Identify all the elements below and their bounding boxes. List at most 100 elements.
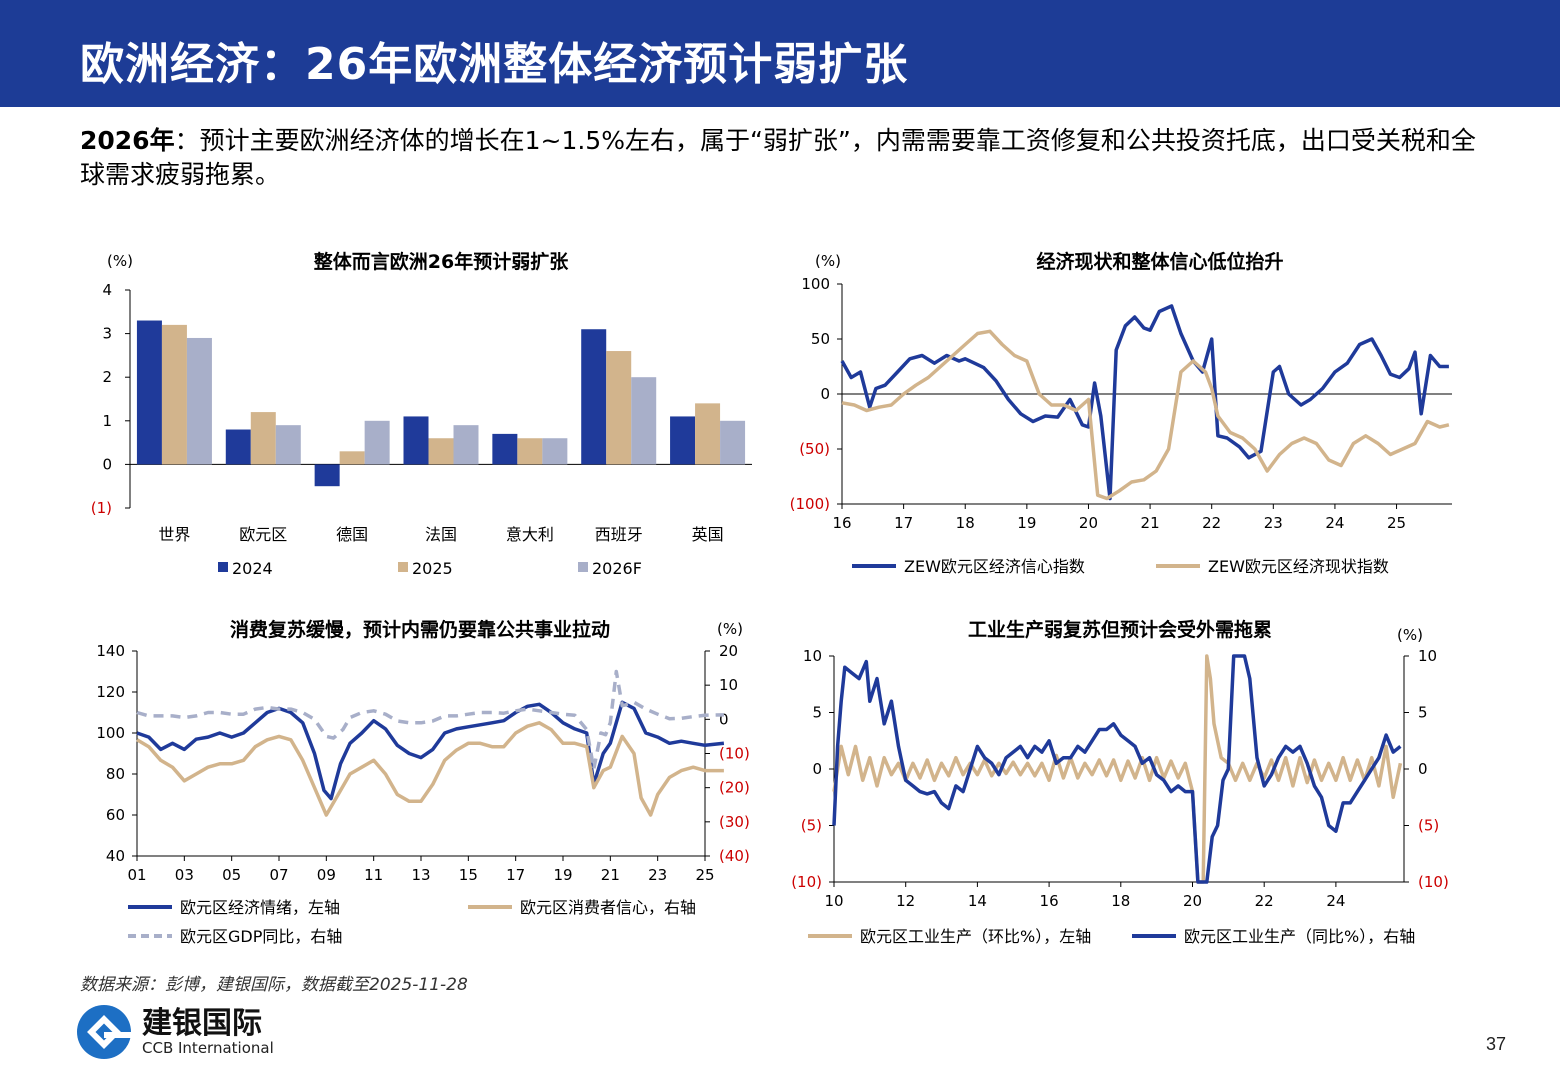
x-tick-label: 21: [1141, 514, 1160, 532]
x-tick-label: 20: [1183, 892, 1202, 910]
chart-title: 经济现状和整体信心低位抬升: [1036, 250, 1283, 273]
x-tick-label: 12: [896, 892, 915, 910]
y-tick-label: 40: [106, 847, 125, 865]
bar: [492, 433, 518, 465]
series-line: [840, 304, 1449, 501]
intro-bold: 2026年: [80, 126, 175, 155]
legend-label: 欧元区经济情绪，左轴: [180, 898, 340, 917]
x-tick-label: 05: [222, 866, 241, 884]
series-line: [832, 654, 1403, 884]
page-title: 欧洲经济：26年欧洲整体经济预计弱扩张: [80, 39, 909, 90]
bar: [453, 425, 479, 465]
zew-line-chart: 经济现状和整体信心低位抬升 (%) (100) (50) 0 50 100 16 17 18 19 2…: [790, 250, 1452, 576]
y-tick-label-right: 0: [1418, 760, 1428, 778]
chart-title: 消费复苏缓慢，预计内需仍要靠公共事业拉动: [230, 618, 610, 641]
y-tick-label: 0: [102, 455, 112, 473]
x-tick-label: 18: [1111, 892, 1130, 910]
x-tick-label: 01: [127, 866, 146, 884]
chart-title: 整体而言欧洲26年预计弱扩张: [314, 250, 569, 273]
bar: [136, 320, 162, 465]
y-tick-label-right: (10): [719, 745, 750, 763]
y-tick-label: 1: [102, 412, 112, 430]
x-tick-label: 22: [1255, 892, 1274, 910]
x-tick-label: 24: [1325, 514, 1344, 532]
bar: [403, 416, 429, 465]
ccb-international-logo: 建银国际 CCB International: [77, 1005, 274, 1059]
chart-title: 工业生产弱复苏但预计会受外需拖累: [968, 618, 1272, 641]
legend-label: ZEW欧元区经济现状指数: [1208, 557, 1389, 576]
series-line: [832, 654, 1402, 884]
bar: [428, 438, 454, 465]
bar: [581, 329, 607, 465]
legend-swatch: [218, 562, 228, 572]
y-tick-label: 100: [96, 724, 125, 742]
y-tick-label: 0: [812, 760, 822, 778]
y-tick-label-right: 10: [719, 676, 738, 694]
category-label: 欧元区: [239, 525, 287, 544]
bar: [606, 351, 632, 465]
x-tick-label: 23: [1264, 514, 1283, 532]
bar: [161, 324, 187, 465]
x-tick-label: 07: [269, 866, 288, 884]
y-tick-label-right: (30): [719, 813, 750, 831]
x-tick-label: 17: [894, 514, 913, 532]
y-tick-label: 100: [801, 275, 830, 293]
bar: [339, 451, 365, 465]
intro-text: ：预计主要欧洲经济体的增长在1~1.5%左右，属于“弱扩张”，内需需要靠工资修复…: [80, 126, 1476, 189]
y-tick-label: (5): [801, 817, 822, 835]
category-label: 西班牙: [595, 525, 643, 544]
y-tick-label: 120: [96, 683, 125, 701]
x-tick-label: 11: [364, 866, 383, 884]
x-tick-label: 19: [1017, 514, 1036, 532]
x-tick-label: 03: [175, 866, 194, 884]
legend-swatch: [398, 562, 408, 572]
series-line: [841, 329, 1450, 501]
bar: [517, 438, 543, 465]
y-tick-label: 10: [803, 647, 822, 665]
logo-en-text: CCB International: [142, 1039, 274, 1057]
y-tick-label-right: 5: [1418, 704, 1428, 722]
x-tick-label: 14: [968, 892, 987, 910]
y-tick-label-right: (10): [1418, 873, 1449, 891]
x-tick-label: 09: [317, 866, 336, 884]
legend-label: 2025: [412, 559, 453, 578]
x-tick-label: 21: [601, 866, 620, 884]
x-tick-label: 22: [1202, 514, 1221, 532]
bar: [275, 425, 301, 465]
logo-cn-text: 建银国际: [142, 1006, 262, 1041]
x-tick-label: 24: [1326, 892, 1345, 910]
series-line: [136, 669, 724, 771]
y-tick-label-right: (20): [719, 779, 750, 797]
y-unit-label: (%): [815, 252, 841, 270]
y-unit-label: (%): [107, 252, 133, 270]
y-tick-label: 4: [102, 281, 112, 299]
bar: [364, 420, 390, 465]
y-tick-label: (10): [791, 873, 822, 891]
y-tick-label: 80: [106, 765, 125, 783]
y-tick-label: 0: [820, 385, 830, 403]
legend-label: 2024: [232, 559, 273, 578]
legend-label: 欧元区工业生产（环比%），左轴: [860, 927, 1091, 946]
bar: [225, 429, 251, 465]
y-tick-label: 140: [96, 642, 125, 660]
consumer-line-chart: 消费复苏缓慢，预计内需仍要靠公共事业拉动 (%)406080100120140(4…: [96, 618, 750, 946]
gdp-growth-bar-chart: 整体而言欧洲26年预计弱扩张 (%) (1) 0 1 2 3 4 世界 欧元区 德国 法国 意大利 西班牙…: [91, 250, 752, 578]
source-note: 数据来源：彭博，建银国际，数据截至2025-11-28: [80, 975, 468, 995]
y-unit-label: (%): [1397, 626, 1423, 644]
y-tick-label-right: 20: [719, 642, 738, 660]
x-tick-label: 16: [1040, 892, 1059, 910]
x-tick-label: 15: [459, 866, 478, 884]
bar: [186, 337, 212, 465]
y-tick-label: (50): [799, 440, 830, 458]
legend-label: 欧元区工业生产（同比%），右轴: [1184, 927, 1415, 946]
y-unit-label: (%): [717, 620, 743, 638]
category-label: 意大利: [506, 525, 554, 544]
y-tick-label: (1): [91, 499, 112, 517]
title-bar: 欧洲经济：26年欧洲整体经济预计弱扩张: [0, 0, 1560, 107]
bar: [631, 377, 657, 465]
category-label: 德国: [336, 525, 368, 544]
category-label: 英国: [692, 525, 724, 544]
x-tick-label: 25: [695, 866, 714, 884]
legend-label: 欧元区消费者信心，右轴: [520, 898, 696, 917]
series-line: [136, 721, 724, 817]
